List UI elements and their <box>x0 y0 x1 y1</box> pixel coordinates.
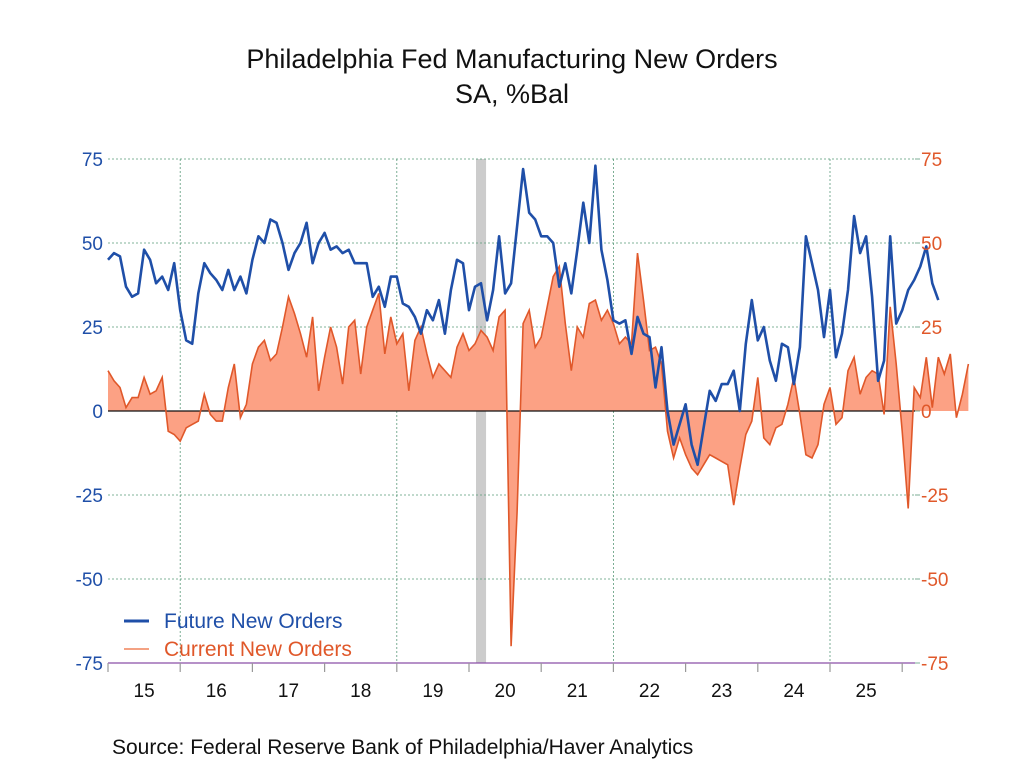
legend-label-current: Current New Orders <box>164 638 352 661</box>
legend-label-future: Future New Orders <box>164 610 343 633</box>
source-note: Source: Federal Reserve Bank of Philadel… <box>112 736 694 759</box>
y-tick-label-left: 0 <box>92 402 103 423</box>
x-tick-label: 17 <box>278 681 299 702</box>
x-tick-label: 21 <box>567 681 588 702</box>
y-tick-label-right: 25 <box>921 318 942 339</box>
x-tick-label: 16 <box>206 681 227 702</box>
x-tick-label: 25 <box>856 681 877 702</box>
y-tick-label-left: -25 <box>76 486 103 507</box>
y-tick-label-right: 50 <box>921 234 942 255</box>
x-tick-label: 15 <box>134 681 155 702</box>
current-new-orders-area <box>108 253 969 647</box>
chart-subtitle: SA, %Bal <box>454 79 570 109</box>
y-tick-label-left: 25 <box>82 318 103 339</box>
legend: Future New Orders Current New Orders <box>124 610 352 661</box>
x-tick-label: 20 <box>495 681 516 702</box>
y-tick-label-right: -50 <box>921 570 948 591</box>
chart-title: Philadelphia Fed Manufacturing New Order… <box>246 44 778 74</box>
y-tick-label-right: -25 <box>921 486 948 507</box>
y-tick-label-left: -50 <box>76 570 103 591</box>
x-tick-label: 19 <box>422 681 443 702</box>
x-tick-label: 18 <box>350 681 371 702</box>
y-tick-label-right: 0 <box>921 402 932 423</box>
x-tick-label: 23 <box>711 681 732 702</box>
y-tick-label-left: 75 <box>82 150 103 171</box>
current-new-orders-line <box>107 252 970 647</box>
future-new-orders-line <box>107 164 940 467</box>
x-tick-label: 24 <box>783 681 805 702</box>
y-tick-label-left: -75 <box>76 654 103 675</box>
y-tick-label-left: 50 <box>82 234 103 255</box>
y-tick-label-right: -75 <box>921 654 948 675</box>
x-tick-label: 22 <box>639 681 660 702</box>
y-tick-label-right: 75 <box>921 150 942 171</box>
